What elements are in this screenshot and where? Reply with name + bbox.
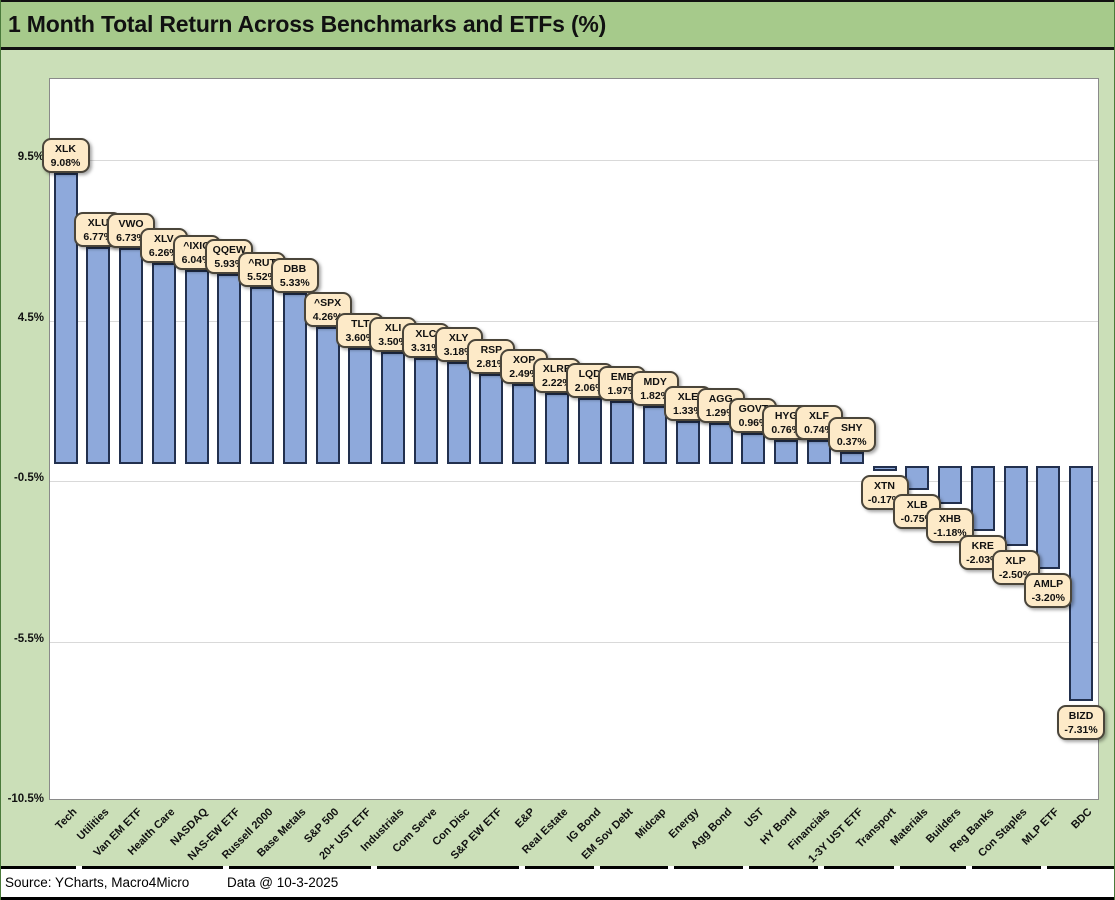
data-date-text: Data @ 10-3-2025 (227, 875, 339, 890)
cell-border-gap (894, 866, 900, 869)
cell-border-rule-bottom (1, 897, 1114, 900)
cell-border-gap (743, 866, 749, 869)
y-axis-tick-label: 4.5% (17, 311, 44, 324)
gridline (50, 320, 1098, 322)
cell-border-gap (818, 866, 824, 869)
plot-area (49, 78, 1099, 800)
source-row: Source: YCharts, Macro4Micro Data @ 10-3… (1, 869, 1114, 897)
y-axis-tick-label: -0.5% (13, 472, 44, 485)
cell-border-gap (668, 866, 674, 869)
cell-border-gap (371, 866, 377, 869)
y-axis-tick-label: -5.5% (13, 632, 44, 645)
gridline (50, 641, 1098, 643)
y-axis-tick-label: -10.5% (7, 793, 44, 806)
cell-border-gap (1041, 866, 1047, 869)
cell-border-gap (223, 866, 229, 869)
cell-border-rule-top (1, 866, 1114, 869)
cell-border-gap (76, 866, 82, 869)
cell-border-gap (519, 866, 525, 869)
gridline (50, 481, 1098, 483)
source-text: Source: YCharts, Macro4Micro (5, 875, 190, 890)
gridline (50, 160, 1098, 162)
y-axis-tick-label: 9.5% (17, 151, 44, 164)
cell-border-gap (966, 866, 972, 869)
chart-title-bar: 1 Month Total Return Across Benchmarks a… (1, 0, 1114, 50)
chart-title: 1 Month Total Return Across Benchmarks a… (8, 11, 607, 37)
cell-border-gap (594, 866, 600, 869)
